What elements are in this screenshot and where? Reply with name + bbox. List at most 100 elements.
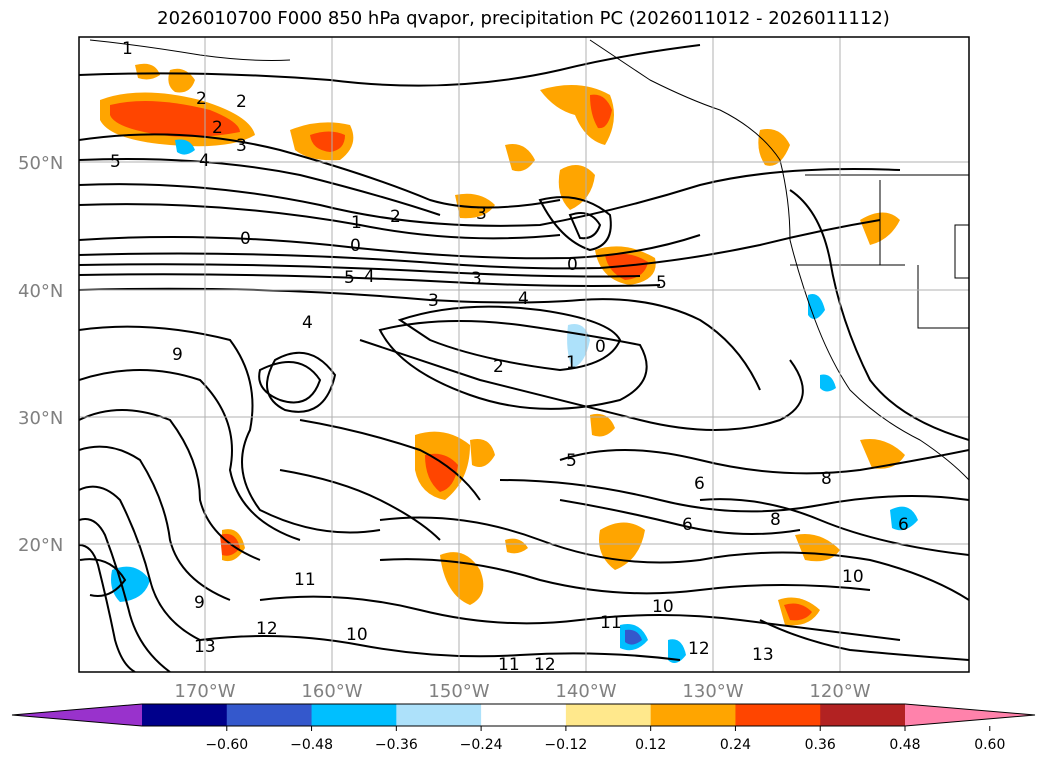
precip-blob — [860, 439, 905, 469]
contour-label: 1 — [122, 39, 133, 59]
colorbar-tick-label: 0.60 — [974, 737, 1005, 753]
coastlines — [89, 39, 969, 481]
colorbar-tick-label: −0.36 — [375, 737, 418, 753]
precip-blob — [470, 439, 495, 468]
contour-label: 4 — [199, 151, 210, 171]
contour-label: 11 — [294, 570, 316, 590]
lon-label-120w: 120°W — [809, 681, 870, 702]
precip-blob — [605, 253, 648, 280]
contour-label: 12 — [534, 655, 556, 675]
precip-blob — [820, 374, 836, 392]
contour-label: 2 — [236, 92, 247, 112]
precip-blob — [890, 506, 918, 531]
contour-label: 10 — [652, 597, 674, 617]
contour-label: 6 — [898, 515, 909, 535]
precip-blob — [590, 413, 615, 437]
precip-blob — [440, 552, 484, 605]
map-title: 2026010700 F000 850 hPa qvapor, precipit… — [157, 8, 890, 29]
lon-label-150w: 150°W — [428, 681, 489, 702]
contour-label: 13 — [194, 637, 216, 657]
contour-label: 2 — [212, 118, 223, 138]
contour-label: 9 — [172, 345, 183, 365]
lon-label-160w: 160°W — [301, 681, 362, 702]
contour-label: 10 — [346, 625, 368, 645]
longitude-labels: 170°W 160°W 150°W 140°W 130°W 120°W — [174, 681, 870, 702]
colorbar-tick-label: 0.24 — [720, 737, 751, 753]
map-content: 1 2 2 2 3 4 5 1 0 2 0 3 5 4 3 4 3 0 5 4 … — [79, 37, 969, 675]
colorbar-tick-label: −0.48 — [290, 737, 333, 753]
colorbar-segment — [396, 704, 482, 726]
contour-label: 12 — [256, 619, 278, 639]
lon-label-170w: 170°W — [174, 681, 235, 702]
contour-label: 6 — [694, 474, 705, 494]
lat-label-40n: 40°N — [18, 281, 63, 302]
contour-label: 11 — [600, 613, 622, 633]
colorbar-tick-label: 0.36 — [805, 737, 836, 753]
precip-blob — [310, 131, 345, 152]
precip-blob — [455, 193, 495, 219]
precip-shading — [100, 63, 918, 664]
contour-label: 3 — [471, 269, 482, 289]
contour-label: 3 — [428, 291, 439, 311]
contour-label: 13 — [752, 645, 774, 665]
contour-label: 11 — [498, 655, 520, 675]
contour-label: 1 — [566, 353, 577, 373]
precip-blob — [505, 144, 535, 172]
contour-label: 5 — [344, 268, 355, 288]
contour-label: 4 — [302, 313, 313, 333]
contour-label: 5 — [566, 451, 577, 471]
colorbar-segment — [311, 704, 397, 726]
precip-blob — [505, 538, 528, 554]
contour-label: 2 — [493, 357, 504, 377]
precip-blob — [590, 94, 612, 129]
colorbar-segment — [820, 704, 906, 726]
contour-label: 3 — [236, 136, 247, 156]
precip-blob — [135, 63, 160, 80]
contour-label: 8 — [770, 510, 781, 530]
contour-label: 5 — [110, 152, 121, 172]
precip-blob — [784, 603, 812, 621]
colorbar: −0.60 −0.48 −0.36 −0.24 −0.12 0.12 0.24 0.36 0.4… — [11, 703, 1036, 753]
colorbar-tick-label: 0.12 — [635, 737, 666, 753]
contour-label: 3 — [476, 204, 487, 224]
contour-label: 8 — [821, 469, 832, 489]
contour-label: 0 — [350, 236, 361, 256]
colorbar-extend-low — [12, 704, 142, 726]
precip-blob — [758, 129, 790, 166]
colorbar-segment — [735, 704, 821, 726]
qvapor-contours — [79, 44, 969, 672]
colorbar-segment — [650, 704, 736, 726]
contour-label: 12 — [688, 639, 710, 659]
precip-blob — [425, 453, 458, 492]
colorbar-segment — [481, 704, 567, 726]
contour-label: 4 — [518, 289, 529, 309]
map-frame — [78, 36, 970, 673]
contour-labels: 1 2 2 2 3 4 5 1 0 2 0 3 5 4 3 4 3 0 5 4 … — [110, 39, 909, 675]
contour-label: 4 — [364, 267, 375, 287]
colorbar-extend-high — [905, 704, 1035, 726]
colorbar-tick-label: −0.60 — [205, 737, 248, 753]
contour-label: 5 — [656, 273, 667, 293]
colorbar-segment — [226, 704, 313, 726]
lon-label-130w: 130°W — [682, 681, 743, 702]
contour-label: 6 — [682, 515, 693, 535]
contour-label: 1 — [351, 213, 362, 233]
colorbar-tick-label: −0.24 — [460, 737, 503, 753]
precip-blob — [668, 639, 686, 664]
colorbar-outline — [11, 703, 1036, 727]
precip-blob — [175, 139, 195, 155]
lat-label-20n: 20°N — [18, 535, 63, 556]
contour-label: 0 — [240, 229, 251, 249]
colorbar-tick-label: −0.12 — [544, 737, 587, 753]
colorbar-tick-label: 0.48 — [889, 737, 920, 753]
contour-label: 9 — [194, 593, 205, 613]
contour-label: 0 — [595, 337, 606, 357]
precip-blob — [625, 629, 642, 645]
colorbar-segment — [565, 704, 652, 726]
contour-label: 10 — [842, 567, 864, 587]
lon-label-140w: 140°W — [555, 681, 616, 702]
precip-blob — [168, 68, 195, 93]
latitude-labels: 50°N 40°N 30°N 20°N — [18, 153, 63, 556]
contour-label: 2 — [196, 89, 207, 109]
